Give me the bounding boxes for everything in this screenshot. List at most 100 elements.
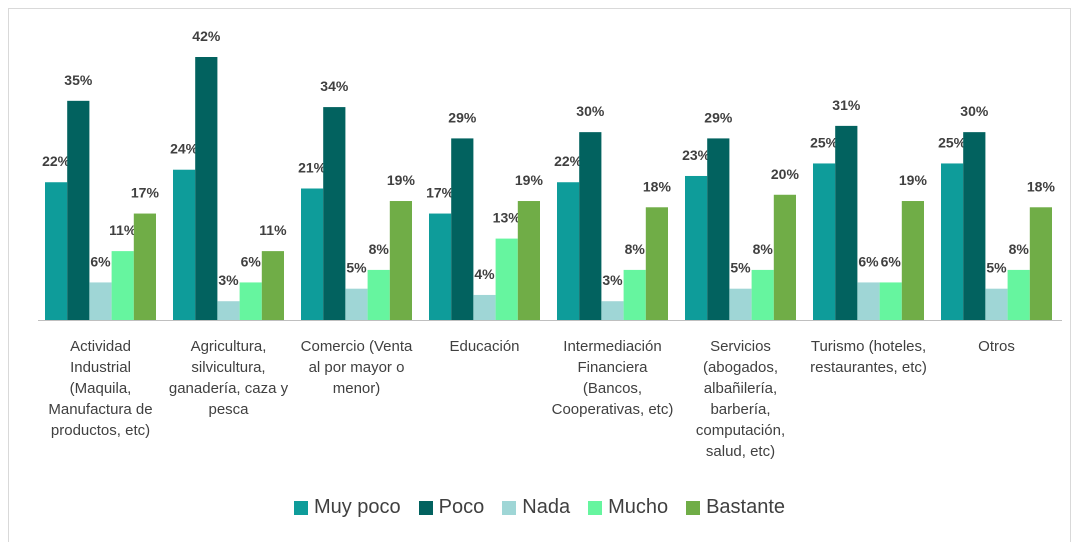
data-label: 18% (643, 178, 672, 194)
data-label: 5% (986, 260, 1007, 276)
x-tick-label: Otros (978, 338, 1015, 355)
data-label: 21% (298, 160, 327, 176)
bar (1007, 269, 1030, 320)
x-tick-label: Turismo (hoteles, restaurantes, etc) (810, 338, 927, 376)
data-label: 3% (218, 272, 239, 288)
bar (879, 282, 902, 320)
legend: Muy poco Poco Nada Mucho Bastante (0, 496, 1079, 519)
x-tick-label: Educación (449, 338, 520, 355)
data-label: 25% (938, 134, 967, 150)
data-label: 8% (369, 241, 390, 257)
data-label: 8% (625, 241, 646, 257)
bar (217, 301, 240, 320)
data-label: 6% (241, 253, 262, 269)
x-tick-label: Actividad Industrial (Maquila, Manufactu… (48, 338, 153, 439)
chart-border (8, 8, 1071, 542)
data-label: 11% (259, 222, 287, 238)
bar (67, 100, 90, 320)
bar (813, 163, 836, 320)
data-label: 22% (42, 153, 71, 169)
bar (1029, 207, 1052, 320)
bar (835, 125, 858, 320)
data-label: 5% (730, 260, 751, 276)
bar (173, 169, 196, 320)
data-label: 30% (960, 103, 989, 119)
data-label: 20% (771, 166, 800, 182)
data-label: 29% (704, 109, 733, 125)
bar (45, 182, 68, 320)
bar (857, 282, 880, 320)
bar (301, 188, 324, 320)
bar (579, 132, 602, 320)
legend-swatch (418, 500, 433, 515)
x-tick-label: Servicios (abogados, albañilería, barber… (695, 338, 786, 460)
bar (623, 269, 646, 320)
bar (389, 201, 412, 320)
bar (195, 57, 218, 320)
bar (707, 138, 730, 320)
legend-label: Muy poco (313, 496, 401, 518)
data-label: 29% (448, 109, 477, 125)
data-label: 24% (170, 141, 199, 157)
data-label: 34% (320, 78, 349, 94)
legend-item: Mucho (588, 496, 668, 519)
bar (261, 251, 284, 320)
data-label: 6% (858, 253, 879, 269)
x-tick-label: Intermediación Financiera (Bancos, Coope… (551, 338, 674, 418)
legend-item: Nada (502, 496, 570, 519)
data-label: 6% (90, 253, 111, 269)
data-label: 8% (1009, 241, 1030, 257)
bar (111, 251, 134, 320)
bar (323, 107, 346, 320)
data-label: 13% (493, 210, 522, 226)
bar (133, 213, 156, 320)
bar (451, 138, 474, 320)
x-tick-label: Comercio (Venta al por mayor o menor) (300, 338, 413, 397)
bar (941, 163, 964, 320)
legend-label: Nada (522, 496, 571, 518)
bar (773, 194, 796, 320)
data-label: 35% (64, 72, 93, 88)
bar (239, 282, 262, 320)
data-label: 22% (554, 153, 583, 169)
legend-item: Muy poco (293, 496, 401, 519)
bar (429, 213, 452, 320)
bar (963, 132, 986, 320)
data-label: 8% (753, 241, 774, 257)
legend-label: Poco (438, 496, 485, 518)
data-label: 18% (1027, 178, 1056, 194)
bar (645, 207, 668, 320)
data-label: 42% (192, 28, 221, 44)
x-tick-label: Agricultura, silvicultura, ganadería, ca… (168, 338, 289, 418)
data-label: 3% (602, 272, 623, 288)
legend-label: Mucho (608, 496, 669, 518)
data-label: 17% (131, 185, 160, 201)
data-label: 31% (832, 97, 861, 113)
bar (345, 288, 368, 320)
bar (985, 288, 1008, 320)
data-label: 19% (387, 172, 416, 188)
bar (901, 201, 924, 320)
bar (473, 294, 496, 320)
data-label: 30% (576, 103, 605, 119)
bar (729, 288, 752, 320)
bar (601, 301, 624, 320)
legend-item: Poco (418, 496, 485, 519)
data-label: 4% (474, 266, 495, 282)
data-label: 23% (682, 147, 711, 163)
data-label: 17% (426, 185, 455, 201)
bar (517, 201, 540, 320)
bar (367, 269, 390, 320)
bar (557, 182, 580, 320)
legend-label: Bastante (706, 496, 786, 518)
bar (751, 269, 774, 320)
legend-swatch (588, 500, 603, 515)
bar (685, 175, 708, 320)
legend-swatch (293, 500, 308, 515)
data-label: 25% (810, 134, 839, 150)
legend-swatch (686, 500, 701, 515)
legend-swatch (502, 500, 517, 515)
bar (495, 238, 518, 320)
